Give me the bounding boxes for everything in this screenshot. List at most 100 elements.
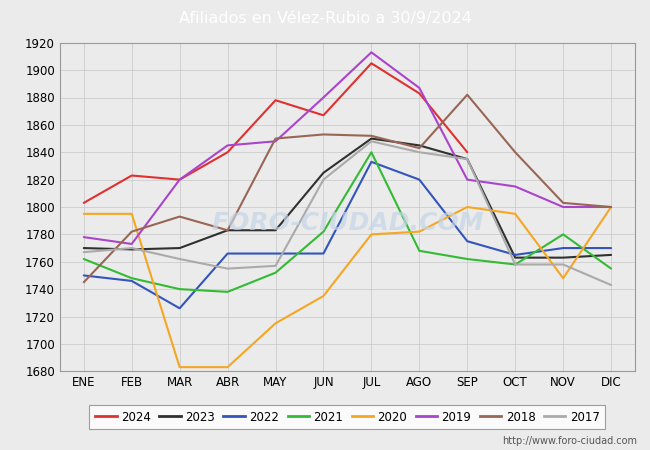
2019 <box>320 95 328 100</box>
Line: 2024: 2024 <box>84 63 467 203</box>
2017 <box>224 266 231 271</box>
2019 <box>415 85 423 90</box>
2017 <box>367 139 375 144</box>
Line: 2021: 2021 <box>84 152 611 292</box>
2022 <box>367 159 375 165</box>
2022 <box>415 177 423 182</box>
2019 <box>367 50 375 55</box>
2018 <box>272 136 280 141</box>
2022 <box>272 251 280 256</box>
2020 <box>224 364 231 370</box>
2020 <box>80 211 88 216</box>
2020 <box>320 293 328 299</box>
2021 <box>512 262 519 267</box>
Line: 2019: 2019 <box>84 52 611 244</box>
2020 <box>367 232 375 237</box>
2019 <box>272 139 280 144</box>
2018 <box>512 149 519 155</box>
2021 <box>415 248 423 253</box>
2020 <box>512 211 519 216</box>
2021 <box>463 256 471 262</box>
2018 <box>320 132 328 137</box>
2017 <box>415 149 423 155</box>
2018 <box>559 200 567 206</box>
2021 <box>320 229 328 234</box>
2020 <box>176 364 183 370</box>
2022 <box>463 238 471 244</box>
2022 <box>559 245 567 251</box>
2019 <box>559 204 567 210</box>
2022 <box>607 245 615 251</box>
Text: Afiliados en Vélez-Rubio a 30/9/2024: Afiliados en Vélez-Rubio a 30/9/2024 <box>179 11 471 26</box>
Text: FORO-CIUDAD.COM: FORO-CIUDAD.COM <box>211 212 484 235</box>
2022 <box>176 306 183 311</box>
2023 <box>320 170 328 176</box>
2020 <box>128 211 136 216</box>
2018 <box>128 229 136 234</box>
2019 <box>224 143 231 148</box>
2019 <box>512 184 519 189</box>
2022 <box>320 251 328 256</box>
2023 <box>272 228 280 233</box>
2019 <box>607 204 615 210</box>
2023 <box>128 247 136 252</box>
2017 <box>463 157 471 162</box>
2023 <box>176 245 183 251</box>
2021 <box>80 256 88 262</box>
2024 <box>128 173 136 178</box>
2020 <box>415 229 423 234</box>
Line: 2023: 2023 <box>84 139 611 258</box>
2022 <box>128 278 136 284</box>
2021 <box>128 275 136 281</box>
2023 <box>80 245 88 251</box>
2021 <box>367 149 375 155</box>
2022 <box>80 273 88 278</box>
2024 <box>272 98 280 103</box>
Legend: 2024, 2023, 2022, 2021, 2020, 2019, 2018, 2017: 2024, 2023, 2022, 2021, 2020, 2019, 2018… <box>90 405 605 429</box>
Line: 2018: 2018 <box>84 95 611 282</box>
2024 <box>463 149 471 155</box>
2023 <box>415 143 423 148</box>
2017 <box>607 282 615 288</box>
2021 <box>176 287 183 292</box>
2019 <box>463 177 471 182</box>
2022 <box>224 251 231 256</box>
2017 <box>559 262 567 267</box>
2018 <box>80 279 88 285</box>
2024 <box>224 149 231 155</box>
2021 <box>272 270 280 275</box>
2024 <box>176 177 183 182</box>
2023 <box>607 252 615 257</box>
2022 <box>512 252 519 257</box>
2019 <box>80 234 88 240</box>
2023 <box>512 255 519 261</box>
2019 <box>128 241 136 247</box>
2018 <box>463 92 471 98</box>
2018 <box>607 204 615 210</box>
2021 <box>607 266 615 271</box>
2018 <box>367 133 375 139</box>
Line: 2022: 2022 <box>84 162 611 308</box>
2020 <box>607 204 615 210</box>
2017 <box>128 245 136 251</box>
2021 <box>224 289 231 295</box>
2018 <box>176 214 183 219</box>
2024 <box>320 112 328 118</box>
2020 <box>559 275 567 281</box>
Text: http://www.foro-ciudad.com: http://www.foro-ciudad.com <box>502 436 637 446</box>
2017 <box>512 262 519 267</box>
Line: 2020: 2020 <box>84 207 611 367</box>
2024 <box>415 91 423 96</box>
2024 <box>80 200 88 206</box>
2018 <box>415 145 423 151</box>
2020 <box>463 204 471 210</box>
Line: 2017: 2017 <box>84 141 611 285</box>
2024 <box>367 61 375 66</box>
2023 <box>559 255 567 261</box>
2019 <box>176 177 183 182</box>
2017 <box>272 263 280 269</box>
2017 <box>80 249 88 255</box>
2021 <box>559 232 567 237</box>
2018 <box>224 228 231 233</box>
2023 <box>224 228 231 233</box>
